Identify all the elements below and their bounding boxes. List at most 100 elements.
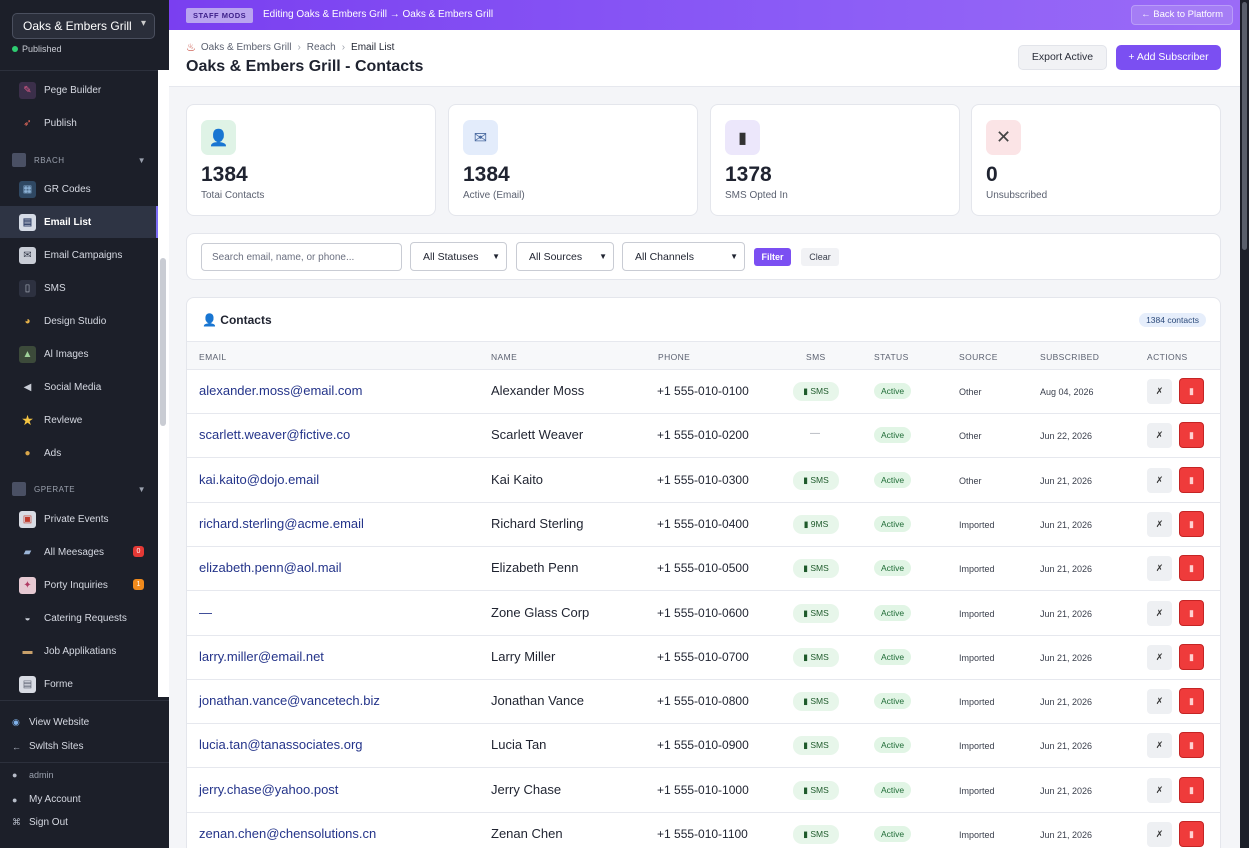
add-subscriber-button[interactable]: + Add Subscriber bbox=[1116, 45, 1221, 70]
back-to-platform-button[interactable]: ← Back to Platform bbox=[1131, 5, 1233, 25]
sidebar-item-ai-images[interactable]: ▲ Al Images bbox=[0, 338, 158, 370]
delete-button[interactable]: ▮ bbox=[1179, 643, 1204, 670]
sidebar-section-reach[interactable]: RBACH ▼ bbox=[12, 153, 152, 167]
export-active-button[interactable]: Export Active bbox=[1018, 45, 1107, 70]
table-row[interactable]: lucia.tan@tanassociates.org Lucia Tan +1 5… bbox=[187, 724, 1220, 769]
column-header-status[interactable]: STATUS bbox=[874, 352, 909, 362]
trash-icon: ▮ bbox=[1189, 518, 1194, 529]
edit-button[interactable]: ✗ bbox=[1147, 379, 1172, 404]
email-link[interactable]: richard.sterling@acme.email bbox=[199, 515, 364, 531]
email-link[interactable]: larry.miller@email.net bbox=[199, 648, 324, 664]
table-row[interactable]: scarlett.weaver@fictive.co Scarlett Weave… bbox=[187, 414, 1220, 459]
email-link[interactable]: jerry.chase@yahoo.post bbox=[199, 781, 339, 797]
edit-button[interactable]: ✗ bbox=[1147, 822, 1172, 847]
filter-button[interactable]: Filter bbox=[754, 248, 791, 266]
delete-button[interactable]: ▮ bbox=[1179, 466, 1204, 493]
page-scrollbar[interactable] bbox=[1240, 0, 1249, 848]
table-row[interactable]: elizabeth.penn@aol.mail Elizabeth Penn +1 … bbox=[187, 547, 1220, 592]
table-row[interactable]: larry.miller@email.net Larry Miller +1 555… bbox=[187, 636, 1220, 680]
sidebar-item-email-campaigns[interactable]: ✉ Email Campaigns bbox=[0, 239, 158, 271]
email-link[interactable]: elizabeth.penn@aol.mail bbox=[199, 560, 342, 576]
sidebar-item-party-inquiries[interactable]: ✦ Porty Inquiries 1 bbox=[0, 569, 158, 601]
mobile-icon: ▮ bbox=[803, 696, 811, 707]
column-header-name[interactable]: NAME bbox=[491, 352, 518, 362]
my-account-link[interactable]: ● My Account bbox=[12, 794, 81, 805]
column-header-email[interactable]: EMAIL bbox=[199, 352, 227, 362]
sms-none: — bbox=[810, 428, 820, 440]
breadcrumb-reach[interactable]: Reach bbox=[306, 42, 336, 53]
sidebar-item-design-studio[interactable]: ◕ Design Studio bbox=[0, 305, 158, 337]
channel-select[interactable]: All Channels ▼ bbox=[622, 242, 745, 271]
email-link[interactable]: zenan.chen@chensolutions.cn bbox=[199, 826, 377, 841]
money-bag-icon: ● bbox=[24, 447, 31, 459]
email-link[interactable]: kai.kaito@dojo.email bbox=[199, 471, 320, 487]
page-title: Oaks & Embers Grill - Contacts bbox=[186, 58, 424, 75]
delete-button[interactable]: ▮ bbox=[1179, 732, 1204, 759]
sign-out-link[interactable]: ⌘ Sign Out bbox=[12, 817, 68, 828]
view-website-link[interactable]: ◉ View Website bbox=[12, 717, 89, 728]
table-row[interactable]: zenan.chen@chensolutions.cn Zenan Chen +1 … bbox=[187, 813, 1220, 848]
contact-source: Imported bbox=[959, 830, 995, 840]
sidebar-item-sms[interactable]: ▯ SMS bbox=[0, 272, 158, 304]
sidebar-item-ads[interactable]: ● Ads bbox=[0, 437, 158, 469]
sidebar-item-social-media[interactable]: ◀ Social Media bbox=[0, 371, 158, 403]
sidebar-item-email-list[interactable]: ▤ Email List bbox=[0, 206, 158, 238]
column-header-phone[interactable]: PHONE bbox=[658, 352, 691, 362]
status-select[interactable]: All Statuses ▼ bbox=[410, 242, 507, 271]
email-link[interactable]: — bbox=[199, 604, 212, 620]
clear-button[interactable]: Clear bbox=[801, 248, 839, 266]
table-header: EMAIL NAME PHONE SMS STATUS SOURCE SUBSC… bbox=[187, 341, 1220, 370]
source-select[interactable]: All Sources ▼ bbox=[516, 242, 614, 271]
delete-button[interactable]: ▮ bbox=[1179, 555, 1204, 582]
edit-button[interactable]: ✗ bbox=[1147, 777, 1172, 803]
delete-button[interactable]: ▮ bbox=[1179, 422, 1204, 449]
sidebar-item-publish[interactable]: ➶ Publish bbox=[0, 107, 158, 139]
sidebar-item-reviews[interactable]: ★ Revlewe bbox=[0, 404, 158, 436]
email-link[interactable]: lucia.tan@tanassociates.org bbox=[199, 737, 363, 753]
delete-button[interactable]: ▮ bbox=[1179, 378, 1204, 404]
table-row[interactable]: richard.sterling@acme.email Richard Sterl… bbox=[187, 503, 1220, 547]
sidebar-item-all-messages[interactable]: ▰ All Meesages 0 bbox=[0, 536, 158, 568]
table-row[interactable]: alexander.moss@email.com Alexander Moss +1… bbox=[187, 370, 1220, 414]
table-row[interactable]: jonathan.vance@vancetech.biz Jonathan Van… bbox=[187, 680, 1220, 725]
edit-button[interactable]: ✗ bbox=[1147, 556, 1172, 582]
delete-button[interactable]: ▮ bbox=[1179, 821, 1204, 847]
column-header-subscribed[interactable]: SUBSCRIBED bbox=[1040, 352, 1100, 362]
column-header-sms[interactable]: SMS bbox=[806, 352, 826, 362]
delete-button[interactable]: ▮ bbox=[1179, 776, 1204, 803]
delete-button[interactable]: ▮ bbox=[1179, 599, 1204, 626]
edit-button[interactable]: ✗ bbox=[1147, 467, 1172, 493]
edit-button[interactable]: ✗ bbox=[1147, 644, 1172, 670]
sidebar-item-forms[interactable]: ▤ Forme bbox=[0, 668, 158, 700]
site-selector[interactable]: Oaks & Embers Grill ▾ bbox=[12, 13, 155, 39]
sidebar-scrollbar[interactable] bbox=[160, 258, 166, 426]
email-link[interactable]: scarlett.weaver@fictive.co bbox=[199, 427, 351, 443]
email-link[interactable]: jonathan.vance@vancetech.biz bbox=[199, 693, 380, 709]
sidebar-item-catering-requests[interactable]: ◒ Catering Requests bbox=[0, 602, 158, 634]
sidebar-item-qr-codes[interactable]: ▦ GR Codes bbox=[0, 173, 158, 205]
sidebar-item-page-builder[interactable]: ✎ Pege Builder bbox=[0, 74, 158, 106]
table-row[interactable]: jerry.chase@yahoo.post Jerry Chase +1 555-… bbox=[187, 769, 1220, 813]
stat-label: Totai Contacts bbox=[201, 190, 265, 201]
edit-button[interactable]: ✗ bbox=[1147, 423, 1172, 449]
sidebar-item-private-events[interactable]: ▣ Private Events bbox=[0, 503, 158, 535]
sidebar-item-job-applications[interactable]: ▬ Job Applikatians bbox=[0, 635, 158, 667]
sidebar-section-operate[interactable]: GPERATE ▼ bbox=[12, 482, 152, 496]
delete-button[interactable]: ▮ bbox=[1179, 688, 1204, 715]
column-header-source[interactable]: SOURCE bbox=[959, 352, 998, 362]
edit-button[interactable]: ✗ bbox=[1147, 511, 1172, 537]
subscribed-date: Jun 21, 2026 bbox=[1040, 697, 1093, 708]
edit-button[interactable]: ✗ bbox=[1147, 600, 1172, 626]
edit-button[interactable]: ✗ bbox=[1147, 689, 1172, 715]
search-input[interactable]: Search email, name, or phone... bbox=[201, 243, 402, 271]
pencil-icon: ✗ bbox=[1155, 740, 1164, 751]
edit-button[interactable]: ✗ bbox=[1147, 733, 1172, 759]
status-badge: Active bbox=[874, 693, 912, 710]
scrollbar-thumb[interactable] bbox=[1242, 2, 1247, 250]
breadcrumb-site[interactable]: Oaks & Embers Grill bbox=[200, 42, 292, 53]
delete-button[interactable]: ▮ bbox=[1179, 510, 1204, 537]
switch-sites-link[interactable]: ← Swltsh Sites bbox=[12, 741, 83, 752]
table-row[interactable]: kai.kaito@dojo.email Kai Kaito +1 555-010-… bbox=[187, 459, 1220, 503]
table-row[interactable]: — Zone Glass Corp +1 555-010-0600 ▮ SMS Acti… bbox=[187, 592, 1220, 636]
email-link[interactable]: alexander.moss@email.com bbox=[199, 383, 363, 398]
